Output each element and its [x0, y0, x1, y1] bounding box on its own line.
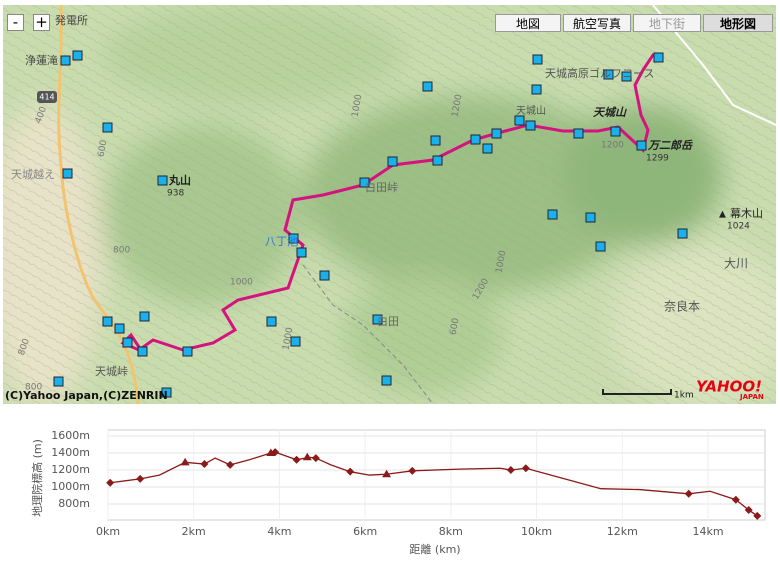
waypoint-marker — [266, 448, 276, 456]
peak-elevation: 1299 — [646, 154, 669, 164]
map-type-button[interactable]: 地図 — [495, 14, 561, 32]
contour-label: 800 — [25, 383, 42, 393]
place-label: 浄蓮滝 — [25, 53, 58, 67]
contour-label: 1000 — [230, 278, 253, 288]
road — [57, 5, 140, 404]
y-axis-title: 地理院標高 (m) — [30, 439, 44, 517]
attribution: (C)Yahoo Japan,(C)ZENRIN — [5, 389, 168, 402]
contour-label: 1000 — [351, 93, 365, 118]
zoom-in[interactable]: + — [33, 14, 50, 31]
contour-label: 600 — [449, 317, 462, 336]
y-tick-label: 1600m — [51, 429, 90, 442]
place-label: 天城高原ゴルフコース — [545, 66, 654, 80]
x-tick-label: 14km — [692, 525, 723, 538]
peak-elevation: 938 — [167, 189, 184, 199]
place-label: 奈良本 — [664, 299, 700, 314]
peak-elevation: 1024 — [727, 222, 750, 232]
logo-sub: JAPAN — [739, 393, 764, 401]
waypoint-marker — [302, 452, 312, 461]
waypoint-marker — [136, 474, 145, 483]
waypoint-marker — [731, 495, 740, 504]
x-tick-label: 10km — [521, 525, 552, 538]
x-tick-label: 12km — [607, 525, 638, 538]
y-tick-label: 1400m — [51, 446, 90, 459]
route-number: 414 — [39, 93, 54, 102]
x-tick-label: 8km — [439, 525, 463, 538]
x-axis-title: 距離 (km) — [409, 542, 460, 556]
waypoint-marker — [200, 460, 209, 469]
y-tick-label: 1000m — [51, 480, 90, 493]
y-tick-label: 1200m — [51, 463, 90, 476]
waypoint-marker — [311, 454, 320, 463]
route-shield — [37, 91, 57, 103]
waypoint-marker — [106, 478, 115, 487]
water-label: 八丁池 — [265, 235, 298, 248]
place-label: 白田 — [377, 314, 399, 328]
waypoints[interactable] — [53, 50, 688, 398]
contour-label: 600 — [97, 139, 110, 158]
contour-label: 1000 — [495, 249, 509, 274]
zoom-out[interactable]: - — [7, 14, 24, 31]
contour-label: 1000 — [282, 326, 296, 351]
trail — [302, 264, 434, 404]
map-type-button[interactable]: 航空写真 — [563, 14, 631, 32]
waypoint-marker — [382, 469, 392, 478]
place-label: 天城山 — [516, 105, 546, 117]
route — [138, 53, 664, 352]
logo: YAHOO! — [696, 378, 762, 396]
plot-area — [107, 429, 766, 521]
waypoint-marker — [180, 457, 190, 466]
x-tick-label: 2km — [182, 525, 206, 538]
waypoint-marker — [292, 455, 301, 464]
map-canvas: 発電所 浄蓮滝 414 400 600 天城越え 丸山 938 800 1000… — [3, 5, 776, 404]
place-label: 天城越え — [11, 167, 55, 181]
peak-label: 幕木山 — [730, 206, 763, 220]
contours — [3, 5, 776, 404]
peak-icon: ▲ — [719, 210, 726, 220]
peak-label: 天城山 — [593, 106, 627, 119]
place-label: 発電所 — [55, 13, 88, 27]
waypoint-marker — [684, 489, 693, 498]
road — [652, 5, 776, 126]
x-tick-label: 4km — [267, 525, 291, 538]
contour-label: 1200 — [451, 93, 465, 118]
place-label: 白田峠 — [365, 180, 398, 194]
place-label: 大川 — [724, 257, 748, 271]
waypoint-marker — [753, 511, 762, 520]
elevation-line — [110, 451, 758, 517]
y-tick-label: 800m — [58, 497, 90, 510]
place-label: 天城峠 — [95, 364, 128, 378]
waypoint-marker — [506, 465, 515, 474]
map-type-button[interactable]: 地下街 — [633, 14, 701, 32]
contour-label: 1200 — [601, 141, 624, 151]
scale-label: 1km — [674, 391, 694, 401]
x-tick-label: 6km — [353, 525, 377, 538]
waypoint-marker — [346, 467, 355, 476]
contour-label: 800 — [113, 246, 130, 256]
x-tick-label: 0km — [96, 525, 120, 538]
map[interactable]: 発電所 浄蓮滝 414 400 600 天城越え 丸山 938 800 1000… — [3, 5, 776, 404]
waypoint-marker — [271, 448, 280, 457]
scale-bar — [602, 389, 672, 395]
peak-label: 丸山 — [168, 173, 191, 187]
waypoint-marker — [521, 464, 530, 473]
waypoint-marker — [226, 460, 235, 469]
peak-label: 万二郎岳 — [647, 139, 693, 152]
waypoint-marker — [408, 466, 417, 475]
map-type-button[interactable]: 地形図 — [703, 14, 773, 32]
elevation-chart: 地理院標高 (m) 距離 (km) 800m 1000m 1200m 1400m 160… — [30, 429, 766, 556]
